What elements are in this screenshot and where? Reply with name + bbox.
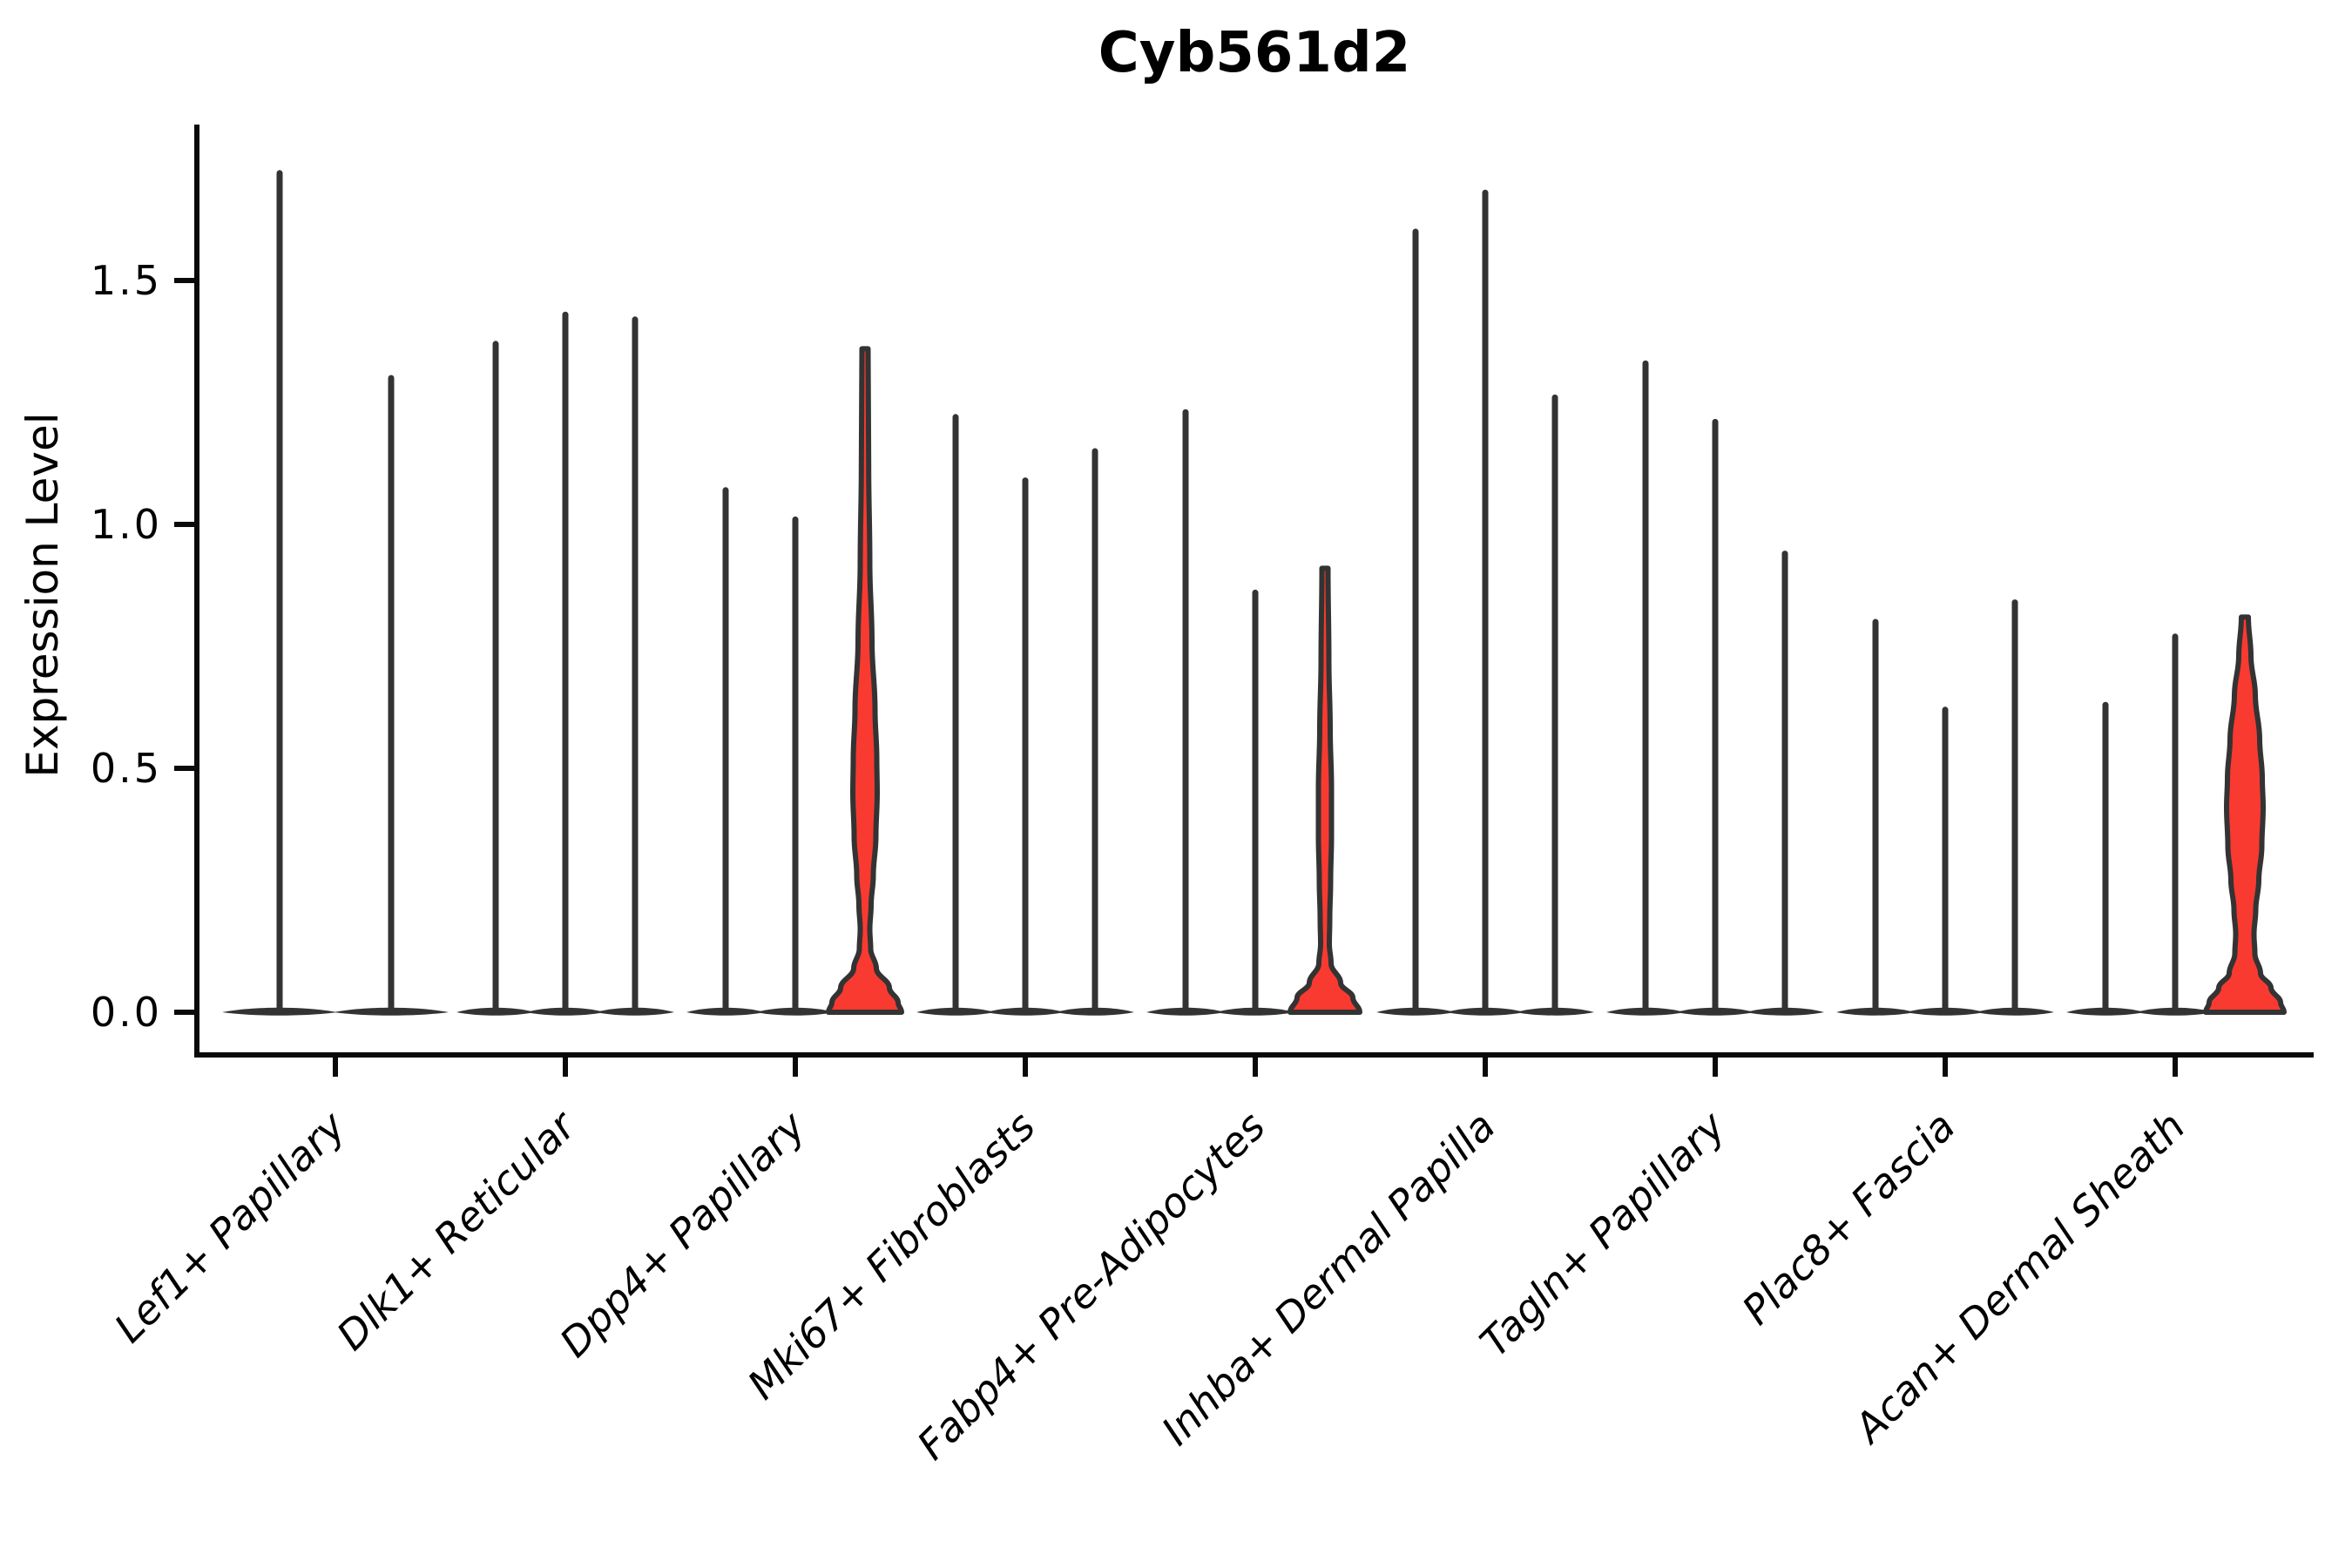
x-tick-label: Lef1+ Papillary — [105, 1102, 355, 1351]
y-tick-label: 1.0 — [91, 501, 162, 548]
y-tick-label: 1.5 — [91, 257, 162, 304]
x-tick-label: Plac8+ Fascia — [1733, 1103, 1963, 1334]
x-tick-label: Tagln+ Papillary — [1470, 1102, 1734, 1366]
y-axis-label: Expression Level — [17, 412, 68, 777]
violin-highlighted — [1288, 565, 1362, 1015]
violin-highlighted — [826, 346, 904, 1015]
x-tick-label: Dpp4+ Papillary — [551, 1102, 814, 1366]
y-tick-label: 0.5 — [91, 745, 162, 792]
x-tick-label: Dlk1+ Reticular — [328, 1100, 586, 1359]
chart-title: Cyb561d2 — [1098, 21, 1410, 85]
y-tick-label: 0.0 — [91, 989, 162, 1036]
violin-highlighted — [2203, 614, 2287, 1015]
violins — [222, 170, 2287, 1016]
y-tick-labels: 0.0 0.5 1.0 1.5 — [91, 257, 162, 1036]
axes — [174, 125, 2314, 1077]
